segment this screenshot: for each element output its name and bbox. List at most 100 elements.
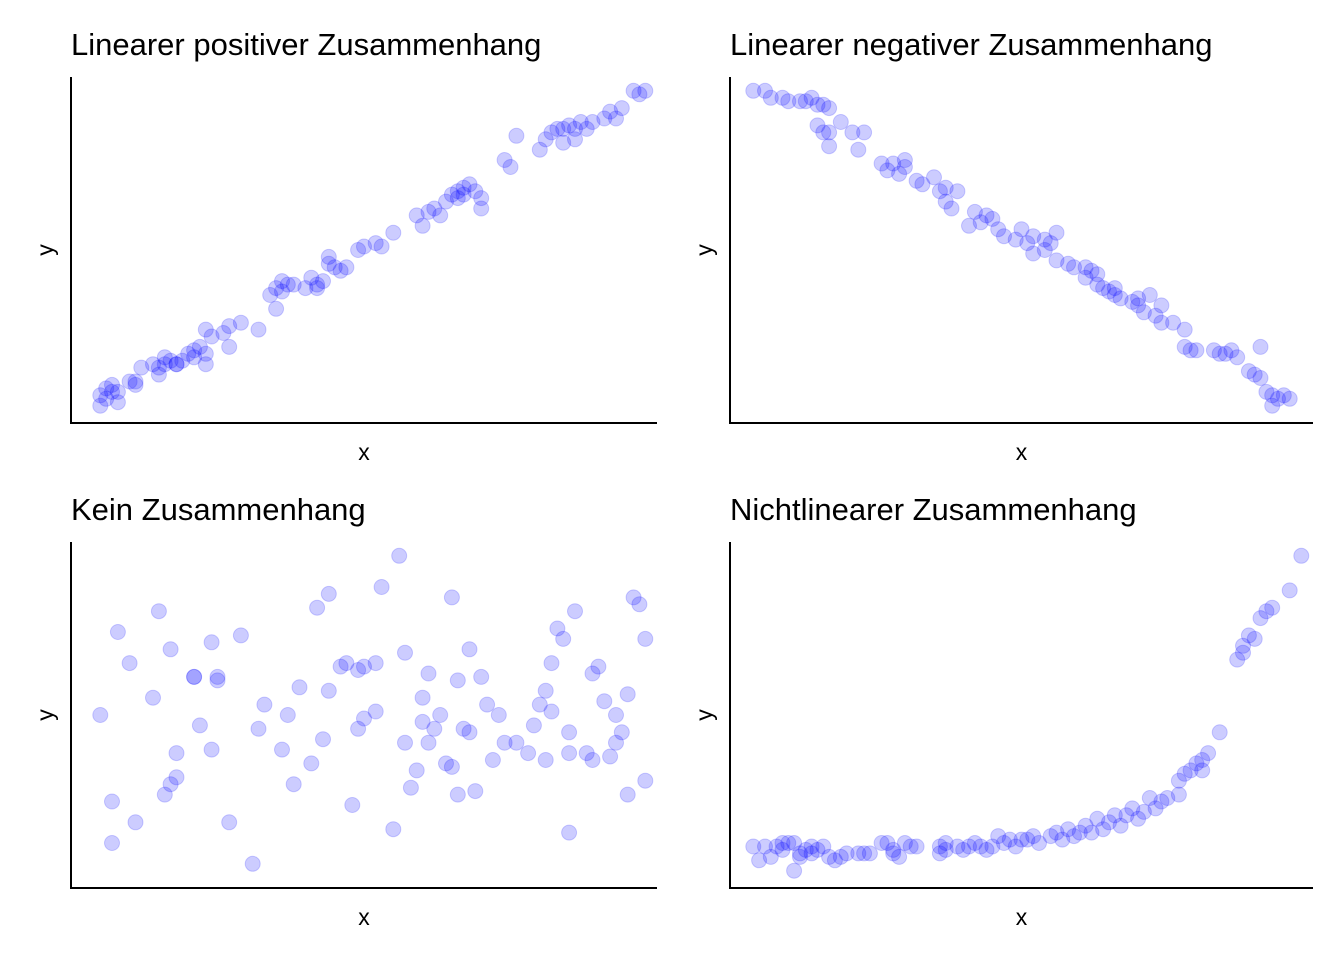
data-point: [1165, 314, 1182, 331]
data-point: [873, 155, 890, 172]
data-point: [414, 689, 431, 706]
data-point: [861, 845, 878, 862]
data-point: [1130, 290, 1147, 307]
data-point: [978, 841, 995, 858]
data-point: [303, 755, 320, 772]
data-point: [879, 835, 896, 851]
data-point: [344, 797, 361, 813]
data-point: [972, 838, 989, 855]
data-point: [896, 159, 913, 175]
data-point: [1194, 752, 1211, 768]
data-point: [1124, 800, 1141, 817]
data-point: [203, 328, 220, 345]
data-point: [1182, 342, 1199, 359]
data-point: [484, 752, 501, 768]
data-point: [1118, 807, 1135, 824]
data-point: [902, 838, 919, 855]
data-point: [561, 724, 578, 741]
data-point: [279, 707, 296, 723]
data-point: [197, 321, 214, 338]
data-point: [996, 835, 1012, 851]
data-point: [885, 845, 902, 862]
data-point: [303, 269, 320, 286]
data-point: [408, 207, 425, 224]
data-point: [555, 630, 572, 647]
data-point: [1258, 603, 1275, 620]
data-point: [1019, 831, 1036, 848]
data-point: [1060, 821, 1077, 838]
data-point: [1153, 314, 1170, 331]
data-point: [774, 835, 791, 851]
data-point: [1170, 772, 1187, 789]
data-point: [408, 762, 425, 779]
data-point: [367, 655, 384, 672]
data-point: [625, 82, 642, 99]
data-point: [244, 855, 261, 872]
data-point: [315, 273, 331, 290]
data-point: [1223, 342, 1240, 359]
data-point: [455, 720, 472, 737]
y-axis-label: y: [691, 244, 717, 256]
data-point: [1240, 363, 1257, 380]
data-point: [262, 287, 279, 303]
data-point: [443, 758, 460, 775]
data-point: [637, 630, 654, 647]
data-point: [584, 114, 601, 130]
data-point: [990, 828, 1007, 845]
data-point: [908, 838, 925, 855]
data-point: [555, 120, 572, 137]
data-point: [572, 114, 589, 130]
data-point: [1066, 259, 1082, 276]
data-point: [508, 127, 525, 144]
data-point: [397, 644, 413, 661]
data-point: [844, 124, 861, 141]
data-point: [1077, 817, 1094, 834]
data-point: [443, 186, 460, 203]
data-point: [1264, 397, 1281, 414]
data-point: [350, 242, 367, 258]
data-point: [1235, 637, 1251, 654]
data-point: [356, 238, 372, 255]
y-axis-label: y: [32, 709, 58, 721]
scatter-panel-1: Linearer positiver Zusammenhang x y: [32, 27, 657, 465]
data-point: [531, 696, 548, 713]
data-point: [613, 100, 630, 117]
data-point: [232, 627, 249, 644]
scatter-panel-4: Nichtlinearer Zusammenhang x y: [691, 492, 1313, 930]
axis-lines: [70, 77, 657, 424]
data-point: [98, 390, 115, 407]
data-point: [168, 356, 185, 373]
axis-lines: [729, 542, 1313, 889]
data-point: [1258, 383, 1275, 400]
data-point: [402, 779, 419, 796]
data-point: [221, 318, 238, 335]
data-point: [896, 835, 913, 851]
data-point: [391, 547, 408, 564]
data-point: [608, 110, 624, 127]
data-point: [821, 848, 838, 865]
data-point: [1205, 342, 1222, 359]
data-point: [432, 207, 449, 224]
data-point: [1083, 824, 1100, 841]
data-point: [561, 745, 578, 762]
data-point: [631, 596, 648, 613]
data-point: [578, 120, 595, 137]
data-point: [426, 720, 443, 737]
data-point: [496, 152, 513, 168]
data-point: [931, 838, 948, 855]
data-point: [1112, 290, 1129, 307]
data-point: [104, 383, 120, 400]
data-point: [879, 162, 896, 179]
data-point: [449, 786, 466, 803]
data-point: [438, 193, 454, 210]
data-point: [891, 165, 908, 182]
data-point: [320, 682, 337, 699]
data-point: [1246, 366, 1263, 383]
data-point: [745, 82, 762, 99]
data-point: [1130, 810, 1147, 827]
data-point: [174, 352, 191, 369]
data-point: [1089, 810, 1106, 827]
data-point: [1101, 814, 1117, 831]
data-point: [1048, 252, 1065, 269]
data-point: [1130, 297, 1147, 314]
